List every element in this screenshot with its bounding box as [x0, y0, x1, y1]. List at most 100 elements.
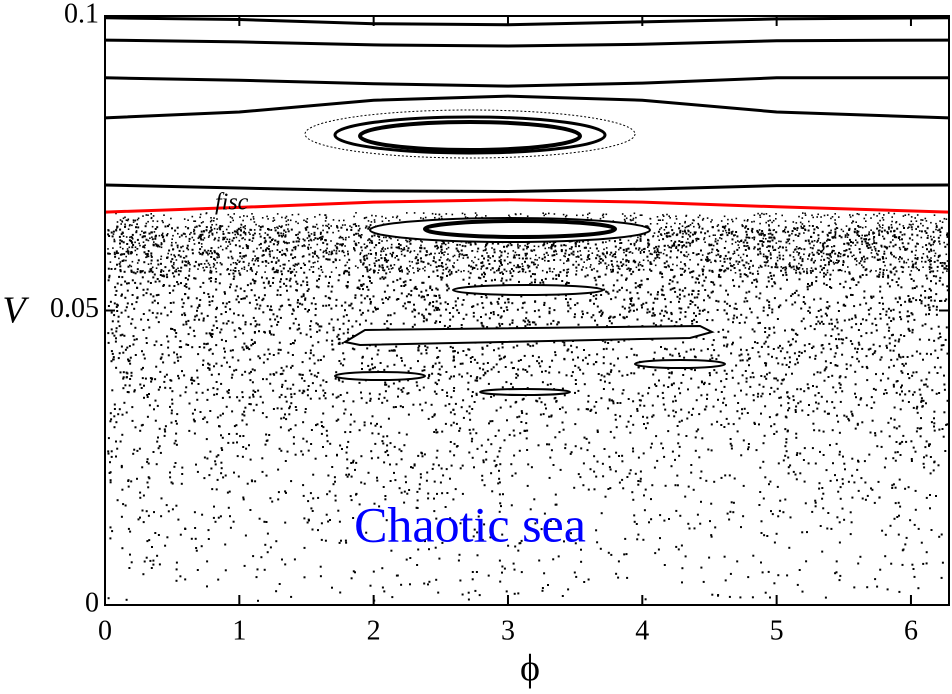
- orbit-dot: [898, 311, 901, 314]
- orbit-dot: [331, 405, 334, 408]
- orbit-dot: [739, 359, 742, 362]
- orbit-dot: [472, 311, 475, 314]
- orbit-dot: [113, 302, 116, 305]
- orbit-dot: [269, 285, 272, 287]
- orbit-dot: [500, 306, 503, 309]
- orbit-dot: [677, 442, 680, 445]
- orbit-dot: [233, 425, 236, 428]
- orbit-dot: [567, 520, 570, 523]
- orbit-dot: [668, 371, 671, 374]
- orbit-dot: [261, 401, 264, 404]
- orbit-dot: [113, 240, 116, 243]
- orbit-dot: [566, 271, 568, 274]
- orbit-dot: [441, 265, 444, 268]
- orbit-dot: [914, 450, 917, 453]
- orbit-dot: [812, 345, 815, 348]
- orbit-dot: [672, 276, 675, 279]
- orbit-dot: [674, 399, 677, 402]
- orbit-dot: [695, 430, 698, 433]
- orbit-dot: [895, 391, 898, 394]
- orbit-dot: [210, 373, 213, 376]
- orbit-dot: [131, 406, 134, 409]
- orbit-dot: [346, 228, 348, 231]
- orbit-dot: [885, 392, 888, 395]
- orbit-dot: [874, 432, 877, 435]
- orbit-dot: [493, 349, 495, 352]
- orbit-dot: [923, 466, 926, 469]
- orbit-dot: [741, 280, 744, 283]
- orbit-dot: [428, 373, 431, 376]
- orbit-dot: [710, 291, 713, 294]
- orbit-dot: [113, 408, 116, 410]
- orbit-dot: [497, 370, 500, 373]
- orbit-dot: [607, 342, 610, 344]
- orbit-dot: [449, 345, 452, 348]
- orbit-dot: [835, 442, 838, 445]
- orbit-dot: [592, 363, 595, 366]
- orbit-dot: [945, 265, 948, 267]
- orbit-dot: [322, 255, 325, 258]
- orbit-dot: [475, 264, 478, 267]
- orbit-dot: [208, 295, 211, 298]
- orbit-dot: [646, 311, 649, 314]
- orbit-dot: [602, 362, 605, 365]
- orbit-dot: [420, 352, 423, 355]
- orbit-dot: [822, 242, 825, 245]
- orbit-dot: [728, 518, 731, 521]
- orbit-dot: [815, 280, 818, 283]
- orbit-dot: [381, 440, 384, 443]
- orbit-dot: [217, 578, 220, 581]
- orbit-dot: [459, 522, 462, 525]
- orbit-dot: [116, 499, 119, 502]
- orbit-dot: [820, 351, 823, 354]
- orbit-dot: [854, 427, 857, 430]
- orbit-dot: [166, 314, 169, 317]
- orbit-dot: [932, 305, 935, 308]
- orbit-dot: [254, 325, 257, 328]
- orbit-dot: [476, 554, 479, 557]
- orbit-dot: [530, 275, 532, 278]
- orbit-dot: [462, 299, 465, 301]
- orbit-dot: [119, 228, 122, 231]
- orbit-dot: [511, 321, 514, 324]
- orbit-dot: [207, 529, 210, 532]
- orbit-dot: [198, 318, 201, 321]
- orbit-dot: [808, 404, 810, 406]
- orbit-dot: [327, 296, 330, 299]
- orbit-dot: [322, 389, 325, 392]
- orbit-dot: [384, 495, 387, 497]
- orbit-dot: [563, 341, 566, 344]
- orbit-dot: [681, 235, 684, 238]
- orbit-dot: [194, 537, 197, 540]
- orbit-dot: [543, 301, 546, 304]
- orbit-dot: [296, 289, 298, 292]
- orbit-dot: [389, 463, 391, 466]
- orbit-dot: [524, 254, 527, 257]
- orbit-dot: [795, 436, 798, 439]
- orbit-dot: [744, 226, 747, 229]
- orbit-dot: [736, 316, 738, 319]
- orbit-dot: [731, 238, 734, 241]
- orbit-dot: [561, 421, 564, 424]
- orbit-dot: [657, 245, 660, 248]
- orbit-dot: [784, 268, 787, 271]
- orbit-dot: [349, 304, 352, 307]
- orbit-dot: [685, 435, 688, 437]
- orbit-dot: [790, 294, 793, 297]
- orbit-dot: [417, 360, 419, 363]
- orbit-dot: [746, 275, 749, 278]
- orbit-dot: [468, 276, 471, 279]
- orbit-dot: [301, 245, 304, 248]
- orbit-dot: [444, 422, 447, 425]
- orbit-dot: [690, 377, 693, 380]
- orbit-dot: [360, 246, 363, 249]
- orbit-dot: [707, 294, 710, 297]
- orbit-dot: [301, 303, 304, 306]
- orbit-dot: [884, 389, 887, 391]
- orbit-dot: [546, 443, 548, 446]
- orbit-dot: [773, 331, 776, 334]
- orbit-dot: [526, 264, 529, 267]
- orbit-dot: [767, 345, 770, 348]
- orbit-dot: [111, 389, 114, 392]
- orbit-dot: [653, 466, 656, 469]
